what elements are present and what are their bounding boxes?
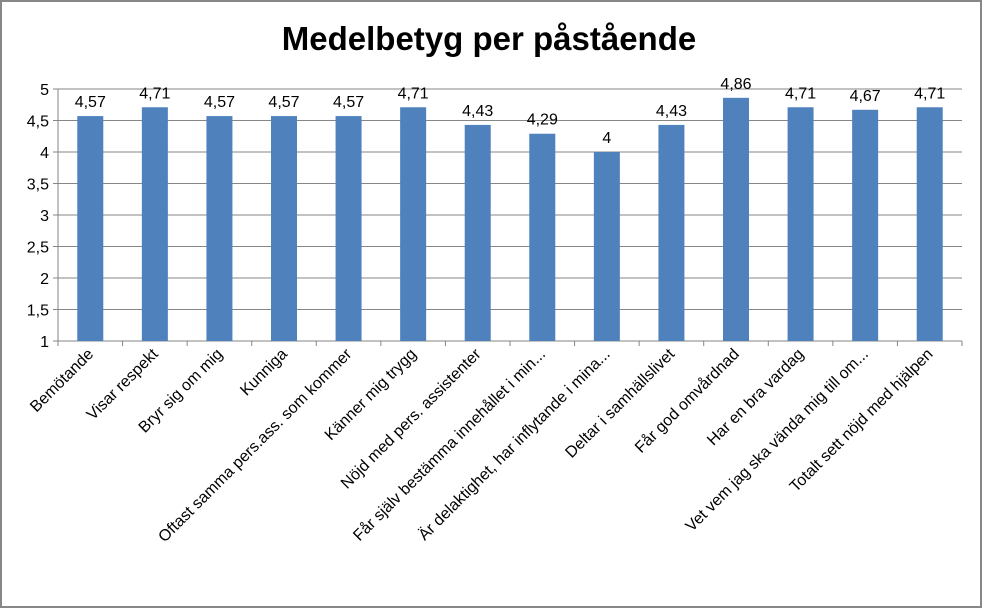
data-label: 4,71 — [785, 85, 816, 102]
y-tick-label: 1,5 — [27, 303, 49, 320]
bar — [77, 116, 104, 341]
data-label: 4,57 — [204, 94, 235, 111]
data-label: 4,43 — [462, 103, 493, 120]
data-label: 4 — [602, 130, 611, 147]
data-label: 4,71 — [139, 85, 170, 102]
bars — [77, 97, 943, 342]
category-label: Bemötande — [27, 346, 97, 416]
y-tick-label: 4,5 — [27, 114, 49, 131]
bar — [206, 116, 233, 341]
bar — [723, 97, 749, 341]
data-label: 4,57 — [333, 94, 364, 111]
y-tick-label: 2,5 — [27, 240, 49, 257]
y-tick-label: 2 — [40, 271, 49, 288]
data-label: 4,71 — [398, 85, 429, 102]
bar — [400, 107, 427, 342]
bar — [464, 124, 491, 341]
data-label: 4,43 — [656, 103, 687, 120]
bar — [593, 152, 620, 341]
bar — [916, 107, 943, 342]
y-tick-label: 1 — [40, 334, 49, 351]
chart-title: Medelbetyg per påstående — [281, 20, 697, 57]
y-tick-label: 5 — [40, 82, 49, 99]
data-label: 4,86 — [720, 76, 751, 93]
category-label: Får god omvårdnad — [631, 345, 742, 456]
category-label: Totalt sett nöjd med hjälpen — [787, 346, 937, 496]
data-labels: 4,57 4,71 4,57 4,57 4,57 4,71 4,43 4,29 4 4,43 4,8… — [75, 76, 946, 147]
y-tick-label: 3,5 — [27, 177, 49, 194]
y-tick-label: 4 — [40, 145, 49, 162]
category-label: Kunniga — [237, 346, 291, 400]
data-label: 4,29 — [527, 112, 558, 129]
data-label: 4,67 — [850, 88, 881, 105]
data-label: 4,57 — [75, 94, 106, 111]
gridlines — [58, 88, 962, 342]
data-label: 4,71 — [914, 85, 945, 102]
bar — [658, 124, 685, 341]
y-tick-label: 3 — [40, 208, 49, 225]
bar — [852, 109, 879, 341]
category-label: Deltar i samhällslivet — [562, 345, 678, 461]
bar — [271, 116, 297, 341]
data-label: 4,57 — [268, 94, 299, 111]
bar — [141, 107, 168, 342]
bar — [335, 116, 362, 341]
bar — [787, 107, 814, 342]
bar — [529, 133, 556, 341]
